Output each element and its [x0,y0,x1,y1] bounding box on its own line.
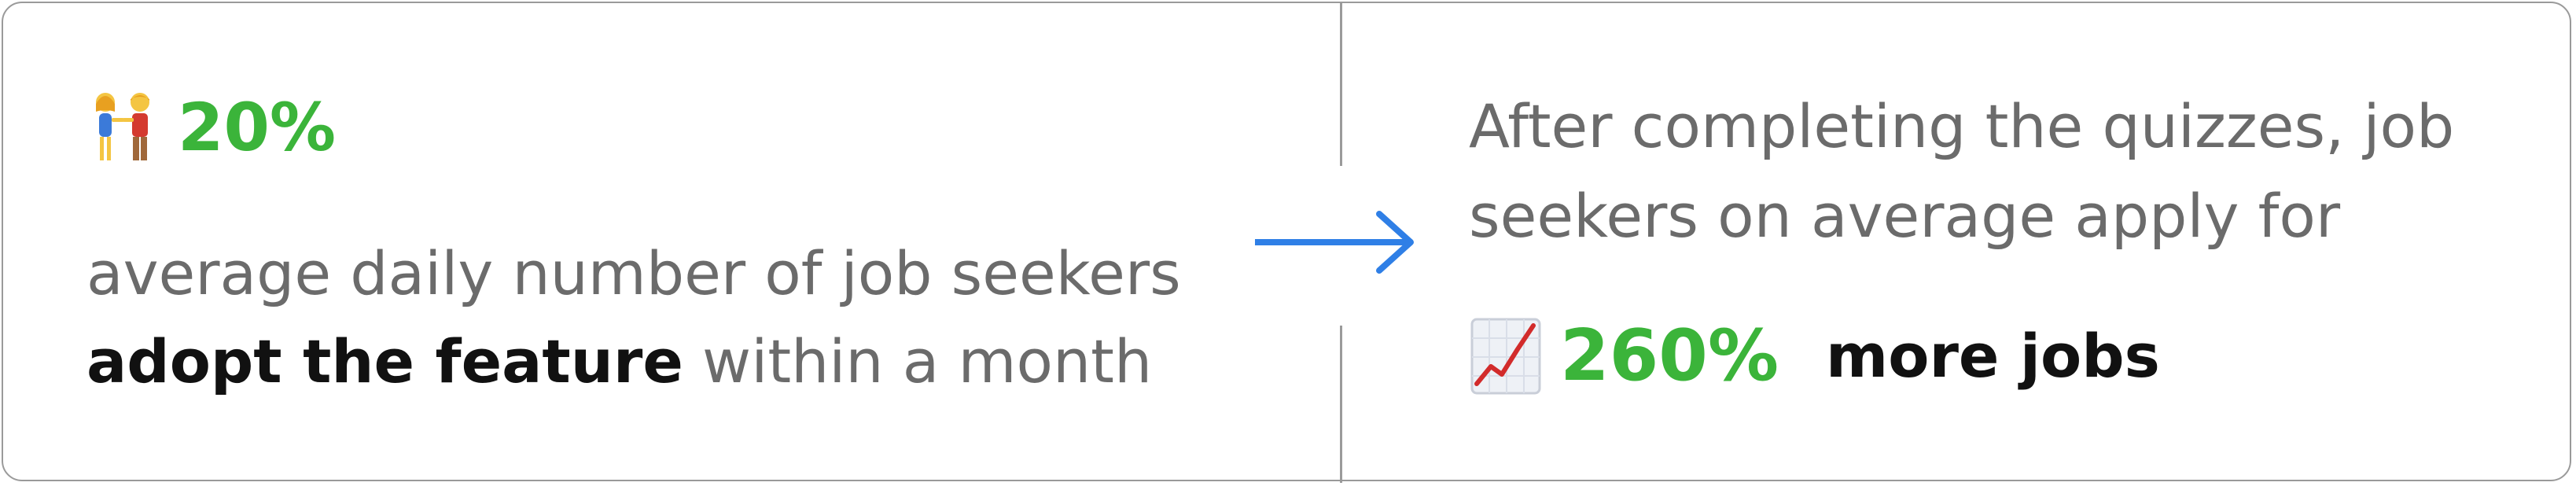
right-arrow-icon [1255,211,1414,274]
left-desc-emphasis: adopt the feature [86,326,683,396]
couple-holding-hands-icon [96,93,149,160]
chart-increasing-icon [1470,318,1541,395]
right-desc-line1: After completing the quizzes, job [1469,91,2455,161]
right-stat-value: 260% [1560,315,1779,397]
right-description: After completing the quizzes, job seeker… [1469,82,2554,261]
right-desc-line2: seekers on average apply for [1469,181,2341,251]
right-stat-suffix: more jobs [1826,321,2160,391]
divider-bottom [1340,326,1342,483]
left-stat-value: 20% [178,89,337,166]
divider-top [1340,3,1342,166]
right-stat-row: 260% more jobs [1470,313,2160,399]
left-stat-row: 20% [86,88,336,167]
left-desc-line1: average daily number of job seekers [86,238,1181,308]
left-description: average daily number of job seekers adop… [86,230,1313,406]
left-desc-line2: adopt the feature within a month [86,318,1313,406]
left-desc-line2-rest: within a month [683,326,1153,396]
